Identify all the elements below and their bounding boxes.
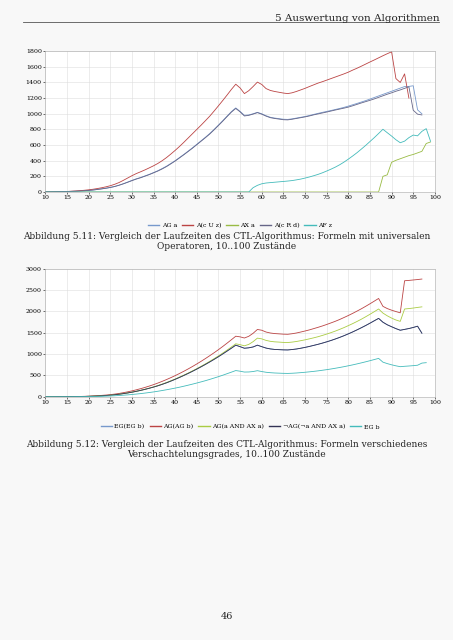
Text: Verschachtelungsgrades, 10..100 Zustände: Verschachtelungsgrades, 10..100 Zustände: [127, 450, 326, 459]
Text: Abbildung 5.12: Vergleich der Laufzeiten des CTL-Algorithmus: Formeln verschiede: Abbildung 5.12: Vergleich der Laufzeiten…: [26, 440, 427, 449]
Legend: AG a, A(c U z), AX a, A(c R d), AF z: AG a, A(c U z), AX a, A(c R d), AF z: [148, 223, 332, 228]
Legend: EG(EG b), AG(AG b), AG(a AND AX a), ¬AG(¬a AND AX a), EG b: EG(EG b), AG(AG b), AG(a AND AX a), ¬AG(…: [101, 424, 380, 429]
Text: 5 Auswertung von Algorithmen: 5 Auswertung von Algorithmen: [275, 14, 439, 23]
Text: Abbildung 5.11: Vergleich der Laufzeiten des CTL-Algorithmus: Formeln mit univer: Abbildung 5.11: Vergleich der Laufzeiten…: [23, 232, 430, 241]
Text: 46: 46: [220, 612, 233, 621]
Text: Operatoren, 10..100 Zustände: Operatoren, 10..100 Zustände: [157, 242, 296, 251]
